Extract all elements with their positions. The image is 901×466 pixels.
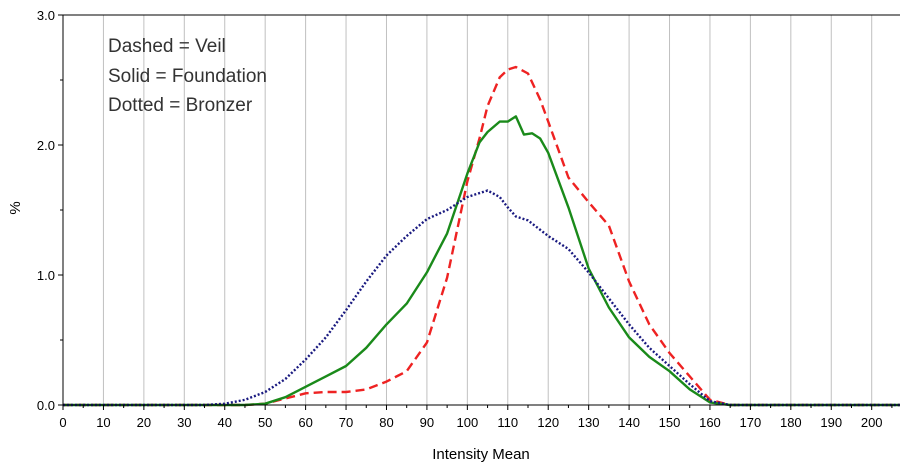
x-tick-label-200: 200 (861, 415, 883, 430)
grid-lines (102, 15, 873, 405)
x-axis-title: Intensity Mean (432, 446, 530, 463)
x-tick-label-90: 90 (420, 415, 434, 430)
y-tick-label-1.0: 1.0 (37, 268, 55, 283)
x-tick-label-140: 140 (618, 415, 640, 430)
series-line-bronzer (63, 189, 900, 407)
x-tick-label-120: 120 (537, 415, 559, 430)
annotation-veil: Dashed = Veil (108, 36, 226, 57)
x-tick-label-150: 150 (659, 415, 681, 430)
y-tick-label-0.0: 0.0 (37, 398, 55, 413)
x-tick-label-20: 20 (137, 415, 151, 430)
annotation-foundation: Solid = Foundation (108, 66, 267, 87)
x-tick-label-190: 190 (820, 415, 842, 430)
y-axis-title: % (7, 201, 24, 214)
x-tick-label-40: 40 (218, 415, 232, 430)
x-tick-label-60: 60 (298, 415, 312, 430)
x-tick-label-0: 0 (59, 415, 66, 430)
x-tick-label-30: 30 (177, 415, 191, 430)
x-tick-label-180: 180 (780, 415, 802, 430)
x-tick-label-130: 130 (578, 415, 600, 430)
series-lines (63, 65, 900, 407)
series-line-veil (63, 65, 900, 407)
x-tick-label-10: 10 (96, 415, 110, 430)
y-tick-label-3.0: 3.0 (37, 8, 55, 23)
annotation-bronzer: Dotted = Bronzer (108, 95, 253, 116)
x-tick-label-170: 170 (740, 415, 762, 430)
series-line-foundation (63, 115, 900, 407)
x-tick-label-80: 80 (379, 415, 393, 430)
x-tick-label-100: 100 (456, 415, 478, 430)
tick-labels: 0.0 1.0 2.0 3.0 0 10 20 30 40 50 60 70 80 90 100 110 120… (37, 8, 883, 430)
y-tick-label-2.0: 2.0 (37, 138, 55, 153)
x-tick-label-160: 160 (699, 415, 721, 430)
axes (58, 14, 900, 410)
x-tick-label-50: 50 (258, 415, 272, 430)
x-tick-label-70: 70 (339, 415, 353, 430)
x-tick-label-110: 110 (497, 415, 518, 430)
